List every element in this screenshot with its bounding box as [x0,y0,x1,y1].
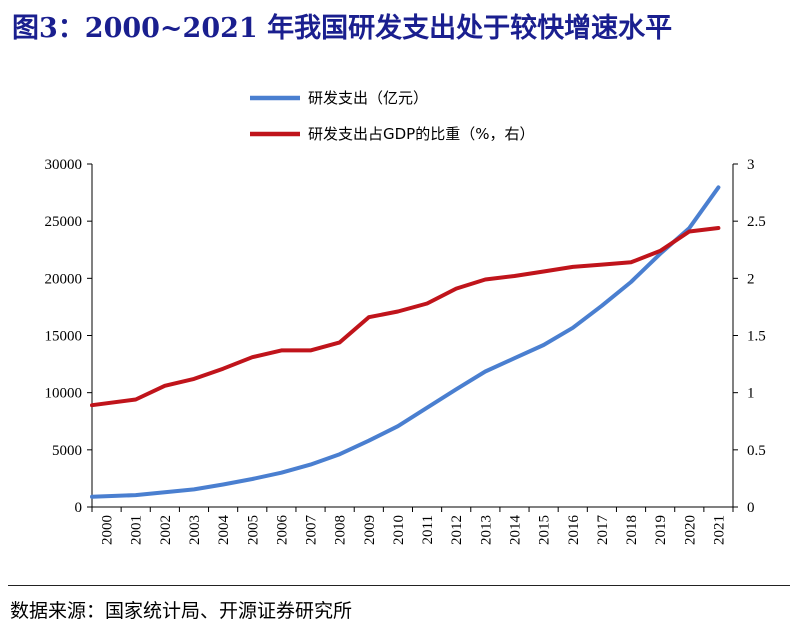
x-tick-label: 2011 [420,515,436,544]
y-left-tick-label: 5000 [52,443,82,459]
y-left-tick-label: 0 [75,500,83,516]
x-tick-label: 2001 [129,515,145,545]
y-left-tick-label: 10000 [45,386,83,402]
source-note: 数据来源：国家统计局、开源证券研究所 [10,600,353,622]
x-tick-label: 2002 [158,515,174,545]
x-tick-label: 2013 [478,515,494,545]
legend-label: 研发支出占GDP的比重（%，右） [308,125,534,143]
x-tick-label: 2010 [391,515,407,545]
x-tick-label: 2003 [187,515,203,545]
x-tick-label: 2012 [449,515,465,545]
x-tick-label: 2019 [653,515,669,545]
y-left-tick-label: 20000 [45,271,83,287]
axes: 0 5000 10000 15000 20000 25000 30000 0 0.5 1 1.5 2 2… [45,157,766,545]
y-left-tick-label: 25000 [45,214,83,230]
y-right-tick-label: 0.5 [747,443,766,459]
rd-spending-line [90,185,721,499]
chart: 0 5000 10000 15000 20000 25000 30000 0 0.5 1 1.5 2 2… [45,89,766,545]
x-tick-label: 2005 [245,515,261,545]
y-right-tick-label: 0 [747,500,755,516]
x-tick-label: 2020 [682,515,698,545]
y-right-tick-label: 3 [747,157,755,173]
source-divider [8,585,790,586]
x-tick-label: 2008 [333,515,349,545]
y-right-tick-label: 1 [747,386,755,402]
y-left-tick-label: 15000 [45,329,83,345]
y-right-tick-label: 2.5 [747,214,766,230]
x-tick-label: 2015 [537,515,553,545]
series-layer [90,185,721,499]
x-tick-label: 2018 [624,515,640,545]
x-tick-label: 2021 [711,515,727,545]
rd-gdp-share-line [90,226,721,408]
y-left-tick-label: 30000 [45,157,83,173]
x-tick-label: 2000 [100,515,116,545]
chart-title: 图3：2000~2021 年我国研发支出处于较快增速水平 [12,13,673,44]
y-right-tick-label: 1.5 [747,329,766,345]
x-tick-label: 2009 [362,515,378,545]
legend-label: 研发支出（亿元） [308,89,428,107]
x-tick-label: 2006 [274,515,290,546]
legend: 研发支出（亿元） 研发支出占GDP的比重（%，右） [250,89,534,143]
y-right-tick-label: 2 [747,271,755,287]
x-tick-label: 2014 [507,515,523,546]
x-tick-label: 2017 [595,515,611,546]
x-tick-label: 2007 [304,515,320,546]
x-tick-label: 2016 [566,515,582,546]
x-tick-label: 2004 [216,515,232,546]
